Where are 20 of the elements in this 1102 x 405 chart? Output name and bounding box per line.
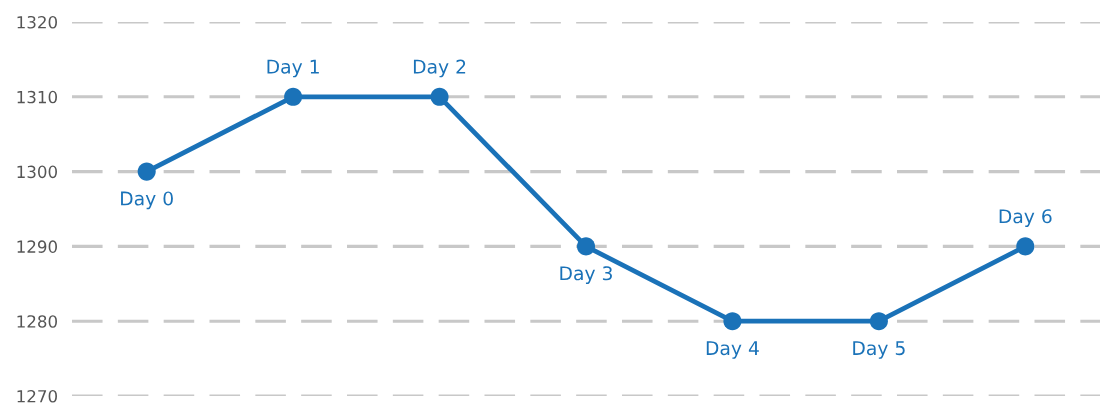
x-tick-label: Day 1 [267, 59, 319, 78]
x-tick-label: Day 4 [706, 341, 759, 359]
y-tick-label: 1290 [17, 240, 57, 253]
point [284, 87, 303, 106]
x-tick-label: Day 2 [413, 59, 466, 78]
y-tick-label: 1270 [17, 389, 57, 403]
y-tick-label: 1320 [17, 15, 57, 29]
point [869, 312, 888, 331]
x-tick-label: Day 3 [560, 266, 612, 284]
y-tick-label: 1310 [17, 90, 57, 104]
point [576, 237, 596, 256]
y-tick-label: 1280 [17, 315, 57, 328]
point [1016, 237, 1035, 256]
x-tick-label: Day 0 [121, 191, 173, 210]
point [723, 312, 742, 331]
point [137, 162, 156, 181]
y-tick-label: 1300 [17, 165, 57, 179]
x-tick-label: Day 6 [999, 209, 1052, 227]
x-tick-label: Day 5 [853, 341, 905, 359]
point [430, 87, 449, 106]
